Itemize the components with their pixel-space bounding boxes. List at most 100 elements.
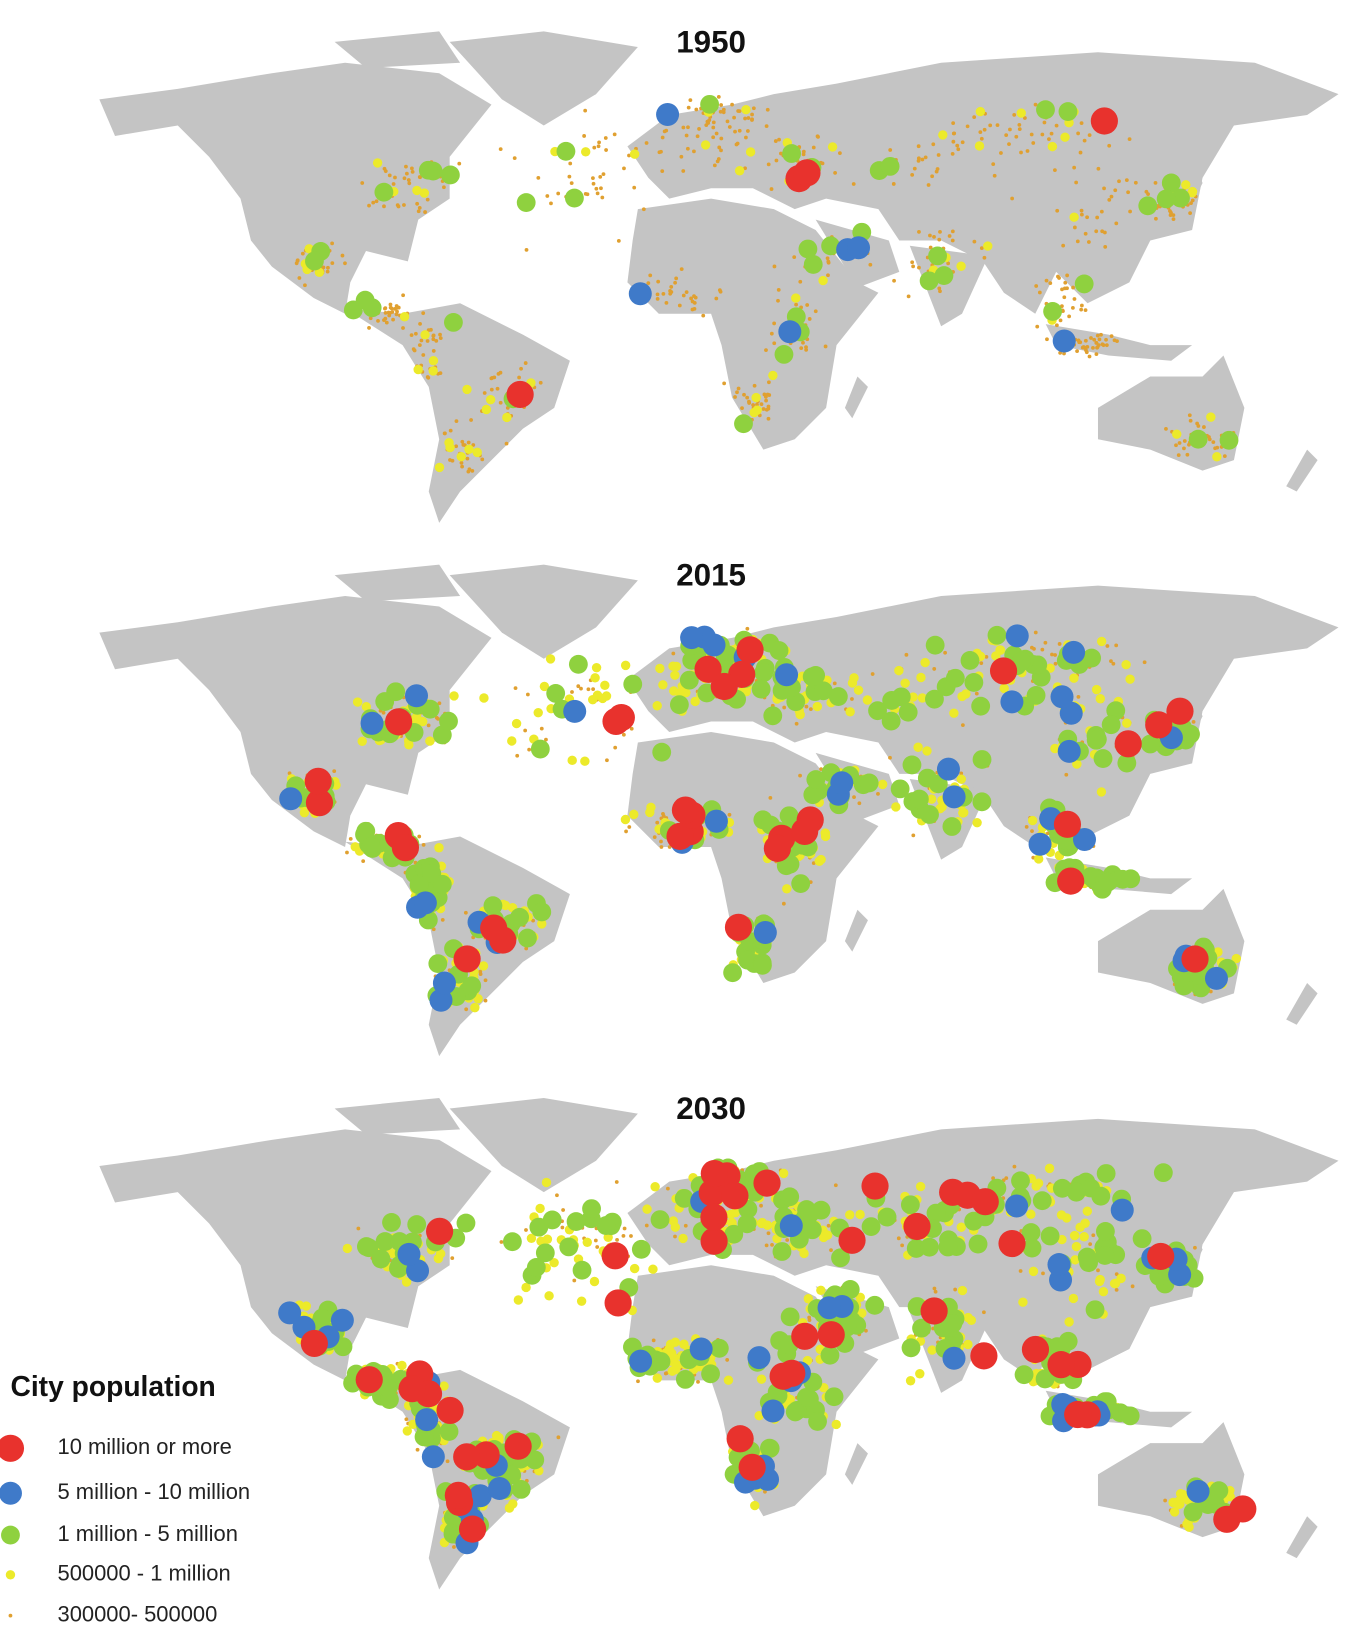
city-dot	[670, 1359, 681, 1369]
city-dot	[431, 349, 436, 353]
city-dot	[701, 1364, 720, 1384]
city-dot	[680, 626, 704, 650]
city-dot	[1078, 340, 1083, 345]
city-dot	[439, 711, 458, 731]
city-dot	[674, 276, 679, 281]
city-dot	[415, 201, 420, 206]
city-dot	[450, 458, 455, 463]
city-dot	[386, 682, 406, 702]
city-dot	[604, 148, 608, 152]
city-dot	[594, 186, 599, 191]
city-dot	[684, 133, 689, 138]
city-dot	[371, 1249, 391, 1269]
city-dot	[943, 1314, 963, 1333]
city-dot	[1031, 141, 1036, 145]
city-dot	[1005, 1194, 1029, 1218]
city-dot	[1064, 772, 1069, 777]
city-dot	[1063, 280, 1068, 285]
city-dot	[690, 307, 695, 312]
city-dot	[360, 181, 365, 185]
city-dot	[847, 678, 858, 688]
city-dot	[942, 785, 966, 809]
city-dot	[801, 152, 806, 157]
city-dot	[1072, 827, 1096, 851]
city-dot	[1047, 137, 1051, 142]
city-dot	[1181, 945, 1209, 973]
city-dot	[870, 672, 875, 676]
city-dot	[943, 650, 947, 655]
city-dot	[763, 1489, 767, 1494]
city-dot	[838, 151, 842, 155]
city-dot	[706, 121, 711, 125]
city-dot	[498, 147, 503, 151]
city-dot	[719, 103, 723, 107]
city-dot	[523, 728, 528, 733]
city-dot	[1030, 829, 1034, 834]
city-dot	[399, 312, 410, 322]
city-dot	[1072, 759, 1082, 769]
city-dot	[1222, 454, 1227, 459]
city-dot	[1114, 730, 1142, 758]
city-dot	[1064, 1317, 1074, 1327]
city-dot	[648, 1264, 658, 1274]
city-dot	[466, 469, 471, 474]
city-dot	[671, 651, 676, 656]
city-dot	[711, 135, 716, 140]
city-dot	[500, 900, 511, 911]
city-dot	[438, 371, 443, 375]
legend-swatch	[1, 1525, 20, 1545]
city-dot	[1014, 134, 1019, 139]
city-dot	[1033, 854, 1044, 864]
city-dot	[387, 173, 392, 178]
city-dot	[692, 294, 696, 299]
city-dot	[623, 674, 643, 694]
city-dot	[361, 837, 381, 857]
city-dot	[909, 789, 929, 809]
city-dot	[831, 1248, 850, 1268]
city-dot	[803, 255, 823, 274]
city-dot	[769, 187, 774, 191]
city-dot	[421, 842, 426, 847]
city-dot	[778, 1359, 806, 1387]
city-dot	[1163, 1498, 1168, 1503]
city-dot	[690, 696, 700, 707]
legend-label: 300000- 500000	[58, 1601, 218, 1626]
city-dot	[764, 124, 769, 128]
city-dot	[1094, 341, 1099, 345]
city-dot	[483, 978, 488, 983]
city-dot	[387, 313, 392, 318]
city-dot	[661, 291, 666, 296]
city-dot	[445, 442, 455, 453]
city-dot	[412, 348, 417, 353]
city-dot	[418, 321, 422, 326]
city-dot	[342, 1243, 353, 1254]
city-dot	[1225, 1492, 1235, 1502]
city-dot	[979, 661, 984, 666]
city-dot	[1047, 1253, 1071, 1277]
city-dot	[877, 1207, 897, 1227]
city-dot	[449, 691, 459, 701]
city-dot	[1018, 1297, 1028, 1307]
city-dot	[700, 1203, 728, 1231]
city-dot	[330, 241, 334, 246]
city-dot	[880, 156, 900, 176]
city-dot	[526, 1257, 546, 1277]
city-dot	[382, 166, 387, 171]
city-dot	[632, 185, 637, 190]
city-dot	[586, 687, 591, 692]
city-dot	[674, 1188, 694, 1208]
city-dot	[689, 1337, 713, 1361]
city-dot	[952, 131, 957, 136]
city-dot	[1058, 102, 1078, 121]
city-dot	[724, 1224, 744, 1244]
city-dot	[736, 386, 741, 391]
city-dot	[417, 834, 422, 839]
city-dot	[1219, 430, 1239, 450]
city-dot	[1215, 445, 1220, 450]
city-dot	[1153, 1163, 1173, 1183]
city-dot	[670, 1337, 681, 1347]
city-dot	[938, 130, 948, 140]
city-dot	[727, 125, 732, 129]
city-dot	[746, 129, 750, 133]
city-dot	[865, 1295, 885, 1315]
